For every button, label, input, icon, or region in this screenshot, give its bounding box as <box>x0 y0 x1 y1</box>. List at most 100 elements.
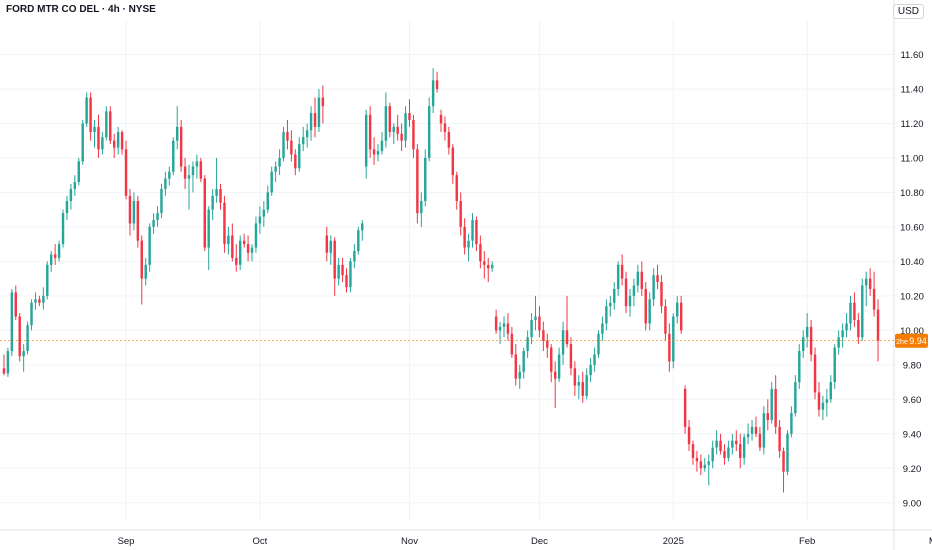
candle-body <box>620 264 624 279</box>
candle-body <box>439 114 443 124</box>
candle <box>333 237 336 296</box>
candle-body <box>105 111 108 138</box>
candle <box>490 261 494 272</box>
candle-body <box>648 299 651 324</box>
time-tick-label: Mar <box>929 536 932 547</box>
candle-body <box>782 451 785 472</box>
candle <box>636 264 640 293</box>
candle-body <box>270 171 273 193</box>
candle <box>191 161 195 193</box>
candle-body <box>829 382 833 400</box>
candle-body <box>825 399 829 403</box>
candle-body <box>408 113 411 120</box>
candle <box>754 416 758 438</box>
candle-body <box>69 188 73 202</box>
candle-body <box>207 209 210 248</box>
candle-body <box>93 126 96 133</box>
candle-body <box>341 264 344 276</box>
price-tick-label: 10.00 <box>900 326 924 337</box>
candle <box>305 123 309 148</box>
candle-body <box>652 275 655 300</box>
candle <box>290 130 293 162</box>
candle-body <box>427 106 431 158</box>
candle <box>22 344 25 372</box>
candle <box>282 126 285 162</box>
candle-body <box>321 97 325 107</box>
candle <box>443 116 447 141</box>
candle <box>337 257 340 286</box>
candle <box>258 206 262 234</box>
candle <box>160 183 163 219</box>
candle-body <box>833 347 836 383</box>
candle <box>502 316 506 338</box>
candle <box>845 313 848 338</box>
candle <box>231 223 234 262</box>
candle-body <box>392 126 395 133</box>
candle <box>739 433 742 469</box>
candle <box>597 330 600 358</box>
candle-body <box>258 216 262 224</box>
currency-button[interactable]: USD <box>892 4 924 19</box>
candle-body <box>128 195 132 224</box>
candle-body <box>262 209 266 217</box>
candle <box>199 157 203 183</box>
candle <box>821 395 825 420</box>
candle-body <box>266 192 269 210</box>
candle <box>644 282 647 331</box>
candle-body <box>89 97 92 133</box>
candle <box>723 444 726 465</box>
candle <box>679 295 683 334</box>
candle <box>471 213 474 248</box>
candle-body <box>168 171 171 179</box>
chart-title: FORD MTR CO DEL · 4h · NYSE <box>6 4 156 15</box>
candle-body <box>61 213 65 245</box>
candle <box>506 313 510 341</box>
candle <box>317 88 321 133</box>
candle <box>53 244 57 265</box>
candle <box>648 292 651 331</box>
price-tick-label: 11.00 <box>900 153 923 164</box>
candle-body <box>561 330 565 355</box>
candle-body <box>254 223 258 248</box>
candle-body <box>624 278 628 307</box>
candle <box>427 97 431 162</box>
candle-body <box>238 240 242 265</box>
candle-body <box>298 144 301 169</box>
candle-body <box>699 461 703 469</box>
time-axis[interactable]: SepOctNovDec2025FebMarApr <box>118 536 932 547</box>
candle-body <box>565 330 569 345</box>
last-price-label: 9.94 <box>909 336 927 346</box>
candle <box>89 92 92 141</box>
candle-body <box>581 382 584 396</box>
candle <box>557 347 561 383</box>
price-tick-label: 11.20 <box>900 119 923 130</box>
candle-body <box>656 275 659 283</box>
candle <box>156 206 159 227</box>
candle-body <box>18 316 21 357</box>
candle-body <box>144 264 147 279</box>
candle <box>144 257 147 286</box>
candle <box>837 330 840 355</box>
candle-body <box>546 340 549 348</box>
candle-body <box>707 461 710 465</box>
candle-body <box>6 351 10 374</box>
candle-body <box>372 149 376 155</box>
candle-body <box>235 257 238 265</box>
price-tick-label: 10.60 <box>900 222 924 233</box>
candle <box>274 161 277 183</box>
price-axis[interactable]: 9.00 9.20 9.40 9.60 9.80 10.00 10.20 10.40 10.60… <box>900 50 924 509</box>
candle-body <box>542 330 545 341</box>
candle <box>368 106 372 158</box>
candle <box>439 109 443 133</box>
candle-body <box>522 351 525 372</box>
candle <box>140 235 143 305</box>
candle-body <box>416 149 419 214</box>
candle <box>605 299 608 331</box>
candle <box>530 313 533 345</box>
candle-body <box>739 444 742 458</box>
candle-body <box>109 111 112 141</box>
candle-body <box>715 440 718 448</box>
candle <box>735 430 738 452</box>
candle <box>42 287 45 310</box>
